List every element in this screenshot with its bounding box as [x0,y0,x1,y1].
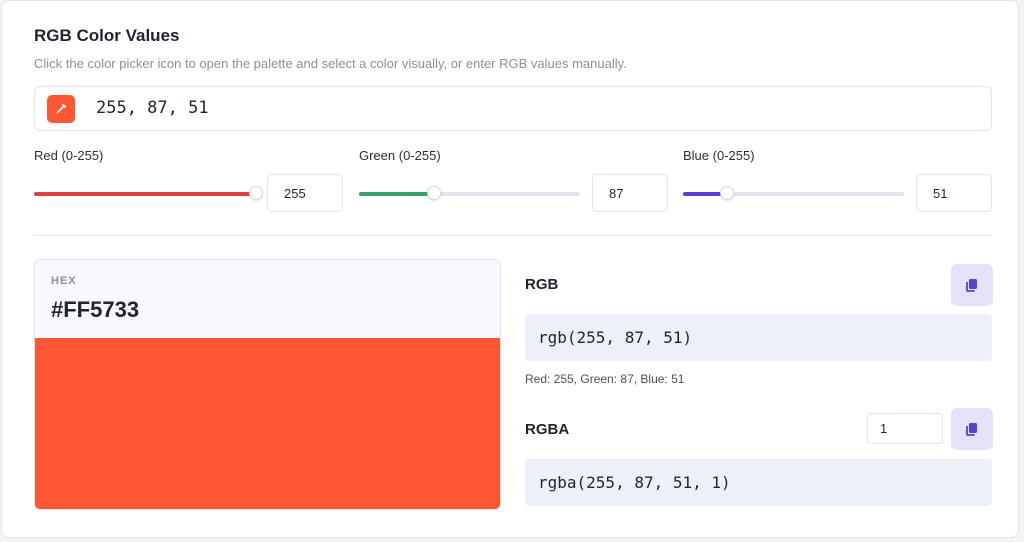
rgba-section-label: RGBA [525,421,570,438]
alpha-input[interactable]: 1 [867,413,943,444]
rgb-text-value: 255, 87, 51 [96,98,209,118]
section-divider [34,235,992,236]
hex-caption: HEX [51,275,77,287]
red-value-input[interactable]: 255 [267,174,343,212]
red-slider-thumb[interactable] [249,186,263,200]
green-value-input[interactable]: 87 [592,174,668,212]
blue-slider-label: Blue (0-255) [683,148,755,163]
hex-panel: HEX #FF5733 [34,259,501,510]
color-input-field[interactable]: 255, 87, 51 [34,86,992,131]
green-slider-thumb[interactable] [427,186,442,200]
green-slider[interactable] [359,186,580,200]
rgb-hint: Red: 255, Green: 87, Blue: 51 [525,372,685,386]
green-slider-fill [359,192,435,196]
card-title: RGB Color Values [34,26,180,45]
color-picker-button[interactable] [47,95,75,123]
copy-rgb-button[interactable] [951,264,993,306]
card-subtitle: Click the color picker icon to open the … [34,56,627,71]
red-slider-fill [34,192,256,196]
eyedropper-icon [56,103,67,114]
copy-icon [966,423,977,436]
rgb-section-label: RGB [525,276,559,293]
color-swatch [35,338,500,509]
green-slider-label: Green (0-255) [359,148,441,163]
red-slider[interactable] [34,186,263,200]
rgb-code: rgb(255, 87, 51) [525,314,992,361]
blue-slider[interactable] [683,186,904,200]
hex-value: #FF5733 [51,297,140,322]
blue-slider-thumb[interactable] [720,186,735,200]
rgba-code: rgba(255, 87, 51, 1) [525,459,992,506]
hex-header: HEX #FF5733 [35,260,500,338]
red-slider-label: Red (0-255) [34,148,104,163]
copy-icon [966,279,977,292]
blue-slider-fill [683,192,728,196]
blue-value-input[interactable]: 51 [916,174,992,212]
copy-rgba-button[interactable] [951,408,993,450]
